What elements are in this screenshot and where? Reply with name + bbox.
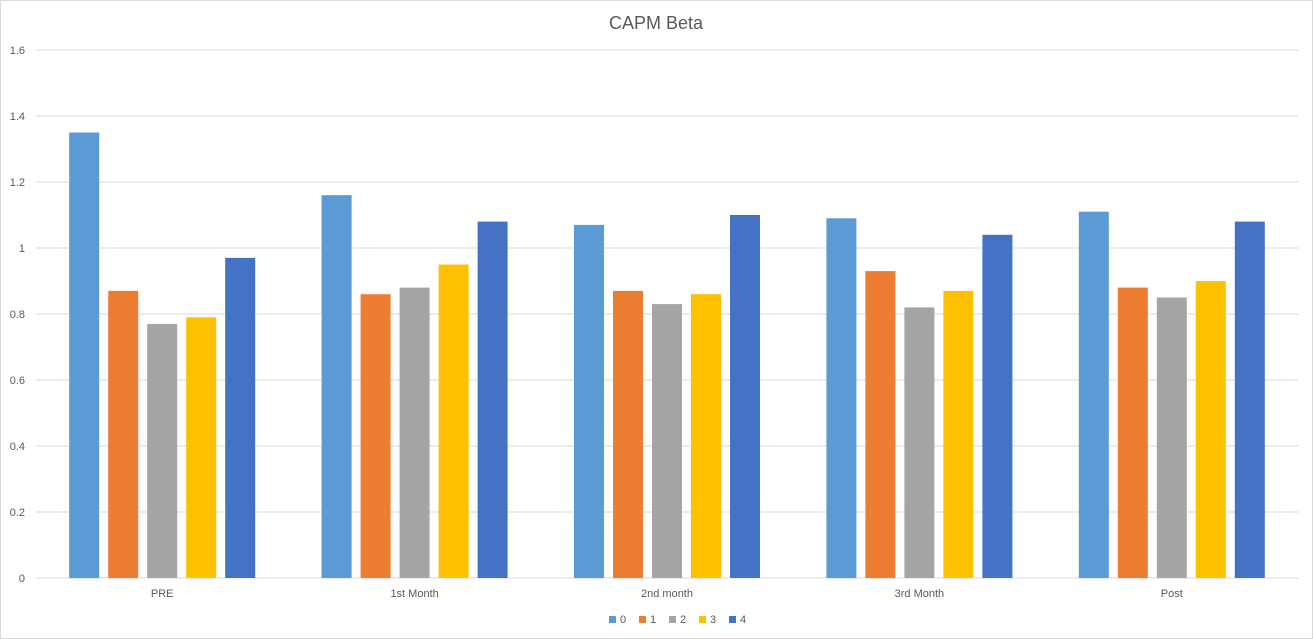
- y-tick-label: 0.8: [10, 309, 25, 321]
- y-tick-label: 1.4: [10, 111, 25, 123]
- x-tick-label: 1st Month: [390, 588, 438, 600]
- legend-swatch: [729, 616, 736, 623]
- legend-label: 3: [710, 614, 716, 626]
- legend-label: 4: [740, 614, 746, 626]
- x-tick-label: Post: [1161, 588, 1183, 600]
- legend-swatch: [639, 616, 646, 623]
- y-tick-label: 0.6: [10, 375, 25, 387]
- bar-series-2-3: [904, 307, 935, 578]
- bar-series-3-1: [438, 264, 469, 578]
- bar-series-1-0: [108, 290, 139, 578]
- bar-series-4-4: [1234, 221, 1265, 578]
- bar-series-4-0: [225, 257, 256, 578]
- bar-series-2-4: [1156, 297, 1187, 578]
- bar-series-3-2: [691, 294, 721, 578]
- legend-swatch: [669, 616, 676, 623]
- bar-series-0-2: [574, 224, 604, 578]
- x-tick-label: 3rd Month: [895, 588, 945, 600]
- y-tick-label: 0.2: [10, 507, 25, 519]
- bar-series-2-0: [147, 323, 178, 578]
- y-tick-label: 1.6: [10, 45, 25, 57]
- bar-series-0-3: [826, 218, 857, 579]
- bar-series-1-3: [865, 271, 896, 578]
- y-tick-label: 0: [19, 573, 25, 585]
- y-axis-ticks: 0 0.2 0.4 0.6 0.8 1 1.2 1.4 1.6: [10, 45, 25, 585]
- legend-label: 0: [620, 614, 626, 626]
- bar-series-1-4: [1117, 287, 1148, 578]
- bar-series-2-2: [652, 304, 682, 578]
- bar-series-1-2: [613, 290, 643, 578]
- bar-series-4-1: [477, 221, 508, 578]
- y-tick-label: 1: [19, 243, 25, 255]
- bar-series-0-0: [69, 132, 100, 578]
- bars: [69, 132, 1265, 579]
- bar-series-2-1: [399, 287, 430, 578]
- legend-label: 1: [650, 614, 656, 626]
- x-tick-label: PRE: [151, 588, 174, 600]
- legend-swatch: [609, 616, 616, 623]
- bar-series-3-4: [1195, 281, 1226, 578]
- bar-series-1-1: [360, 294, 391, 578]
- bar-series-0-1: [321, 195, 352, 578]
- x-tick-label: 2nd month: [641, 588, 693, 600]
- legend-swatch: [699, 616, 706, 623]
- chart-title: CAPM Beta: [609, 13, 704, 33]
- x-axis-ticks: PRE 1st Month 2nd month 3rd Month Post: [151, 588, 1183, 600]
- legend-label: 2: [680, 614, 686, 626]
- y-tick-label: 0.4: [10, 441, 25, 453]
- legend: 0 1 2 3 4: [609, 614, 746, 626]
- bar-series-4-3: [982, 234, 1013, 579]
- bar-series-4-2: [730, 215, 760, 578]
- y-tick-label: 1.2: [10, 177, 25, 189]
- bar-series-3-0: [186, 317, 217, 578]
- bar-series-0-4: [1078, 211, 1109, 578]
- bar-series-3-3: [943, 290, 974, 578]
